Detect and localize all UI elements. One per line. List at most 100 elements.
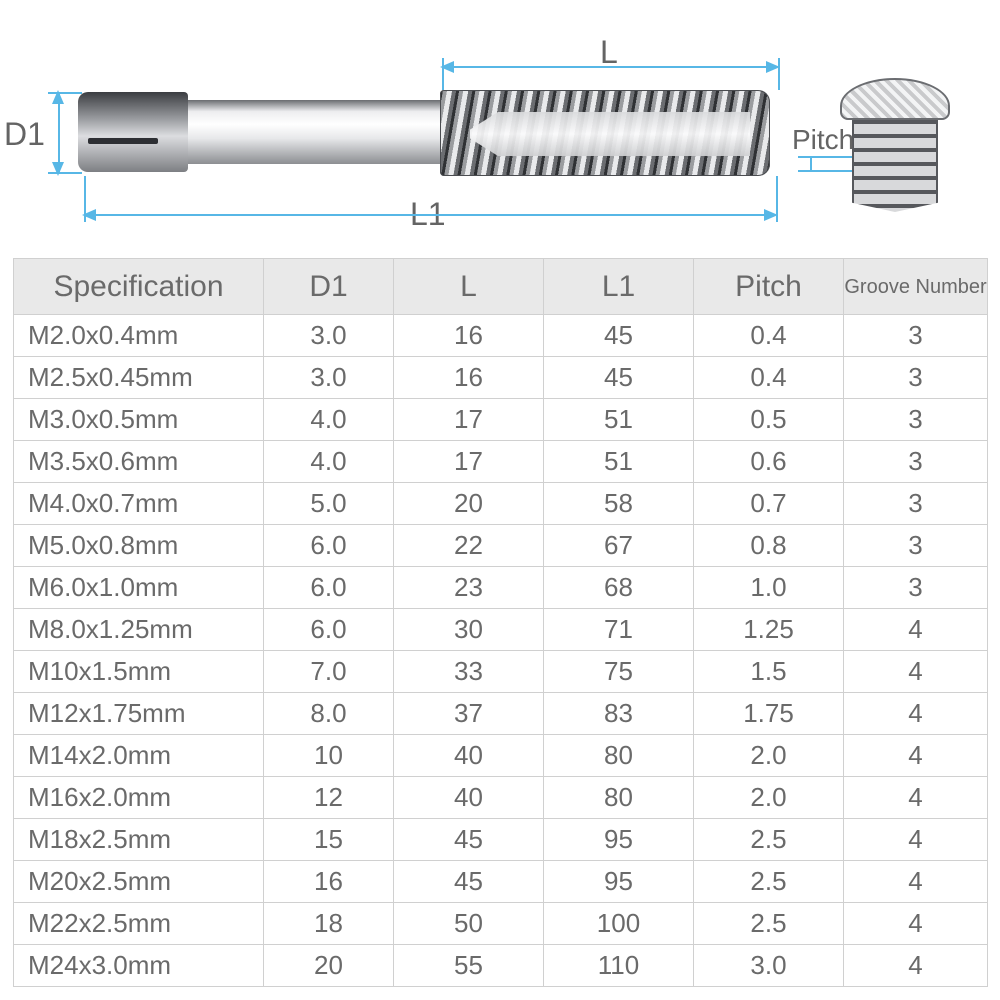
table-cell: M3.5x0.6mm	[14, 441, 264, 483]
col-l1: L1	[544, 259, 694, 315]
table-cell: 5.0	[264, 483, 394, 525]
table-cell: M24x3.0mm	[14, 945, 264, 987]
col-groove: Groove Number	[844, 259, 988, 315]
table-cell: 4	[844, 735, 988, 777]
table-cell: 45	[394, 819, 544, 861]
table-cell: 4	[844, 693, 988, 735]
screw-icon	[840, 78, 950, 218]
table-row: M10x1.5mm7.033751.54	[14, 651, 988, 693]
table-cell: M8.0x1.25mm	[14, 609, 264, 651]
l1-ext-left	[84, 176, 86, 222]
d1-ext-top	[48, 92, 82, 94]
table-cell: 67	[544, 525, 694, 567]
table-cell: 40	[394, 735, 544, 777]
col-d1: D1	[264, 259, 394, 315]
table-cell: 33	[394, 651, 544, 693]
table-cell: 7.0	[264, 651, 394, 693]
table-cell: M3.0x0.5mm	[14, 399, 264, 441]
l1-dim-line	[94, 214, 766, 216]
table-row: M16x2.0mm1240802.04	[14, 777, 988, 819]
table-cell: 58	[544, 483, 694, 525]
pitch-tick-v	[810, 156, 812, 172]
table-cell: 30	[394, 609, 544, 651]
table-cell: 3.0	[694, 945, 844, 987]
table-cell: 22	[394, 525, 544, 567]
table-row: M2.5x0.45mm3.016450.43	[14, 357, 988, 399]
table-row: M5.0x0.8mm6.022670.83	[14, 525, 988, 567]
table-cell: 80	[544, 777, 694, 819]
table-cell: M12x1.75mm	[14, 693, 264, 735]
spec-table: Specification D1 L L1 Pitch Groove Numbe…	[13, 258, 988, 987]
table-cell: 4	[844, 819, 988, 861]
table-cell: M16x2.0mm	[14, 777, 264, 819]
table-cell: 1.75	[694, 693, 844, 735]
table-cell: 45	[544, 315, 694, 357]
table-row: M4.0x0.7mm5.020580.73	[14, 483, 988, 525]
table-row: M12x1.75mm8.037831.754	[14, 693, 988, 735]
table-cell: M4.0x0.7mm	[14, 483, 264, 525]
table-cell: 37	[394, 693, 544, 735]
table-cell: M18x2.5mm	[14, 819, 264, 861]
table-cell: 12	[264, 777, 394, 819]
table-cell: 18	[264, 903, 394, 945]
table-cell: 83	[544, 693, 694, 735]
table-cell: 8.0	[264, 693, 394, 735]
col-l: L	[394, 259, 544, 315]
table-cell: 20	[264, 945, 394, 987]
table-cell: 0.4	[694, 357, 844, 399]
table-cell: 100	[544, 903, 694, 945]
table-row: M3.5x0.6mm4.017510.63	[14, 441, 988, 483]
table-cell: 4	[844, 945, 988, 987]
table-cell: 17	[394, 399, 544, 441]
spec-table-body: M2.0x0.4mm3.016450.43M2.5x0.45mm3.016450…	[14, 315, 988, 987]
table-cell: 3.0	[264, 357, 394, 399]
table-cell: 0.8	[694, 525, 844, 567]
table-row: M2.0x0.4mm3.016450.43	[14, 315, 988, 357]
table-row: M18x2.5mm1545952.54	[14, 819, 988, 861]
table-cell: 45	[544, 357, 694, 399]
l-ext-right	[778, 58, 780, 90]
table-cell: M6.0x1.0mm	[14, 567, 264, 609]
table-cell: M14x2.0mm	[14, 735, 264, 777]
table-cell: 4	[844, 861, 988, 903]
table-cell: M10x1.5mm	[14, 651, 264, 693]
spec-table-head: Specification D1 L L1 Pitch Groove Numbe…	[14, 259, 988, 315]
table-cell: 40	[394, 777, 544, 819]
table-cell: 16	[264, 861, 394, 903]
table-cell: 23	[394, 567, 544, 609]
table-cell: 3	[844, 483, 988, 525]
table-cell: 95	[544, 861, 694, 903]
table-cell: 6.0	[264, 567, 394, 609]
table-cell: 45	[394, 861, 544, 903]
table-cell: 0.4	[694, 315, 844, 357]
table-cell: 4	[844, 609, 988, 651]
table-cell: 2.0	[694, 735, 844, 777]
col-pitch: Pitch	[694, 259, 844, 315]
table-cell: 50	[394, 903, 544, 945]
table-cell: 4.0	[264, 399, 394, 441]
table-row: M8.0x1.25mm6.030711.254	[14, 609, 988, 651]
table-cell: 55	[394, 945, 544, 987]
col-specification: Specification	[14, 259, 264, 315]
table-cell: 4	[844, 777, 988, 819]
tap-slot	[88, 138, 158, 144]
pitch-tick-top	[798, 156, 852, 158]
tap-flute	[470, 112, 750, 156]
table-cell: 1.25	[694, 609, 844, 651]
table-cell: 0.7	[694, 483, 844, 525]
table-cell: 3	[844, 525, 988, 567]
table-cell: 15	[264, 819, 394, 861]
table-cell: 6.0	[264, 609, 394, 651]
tap-diagram: D1 L L1 Pitch	[0, 0, 1000, 250]
table-cell: 51	[544, 441, 694, 483]
screw-head	[840, 78, 950, 120]
table-row: M24x3.0mm20551103.04	[14, 945, 988, 987]
table-cell: 0.5	[694, 399, 844, 441]
l-dim-line	[452, 66, 768, 68]
table-cell: 110	[544, 945, 694, 987]
table-cell: M20x2.5mm	[14, 861, 264, 903]
screw-body	[852, 120, 938, 212]
table-cell: M5.0x0.8mm	[14, 525, 264, 567]
table-cell: 3	[844, 315, 988, 357]
table-row: M6.0x1.0mm6.023681.03	[14, 567, 988, 609]
